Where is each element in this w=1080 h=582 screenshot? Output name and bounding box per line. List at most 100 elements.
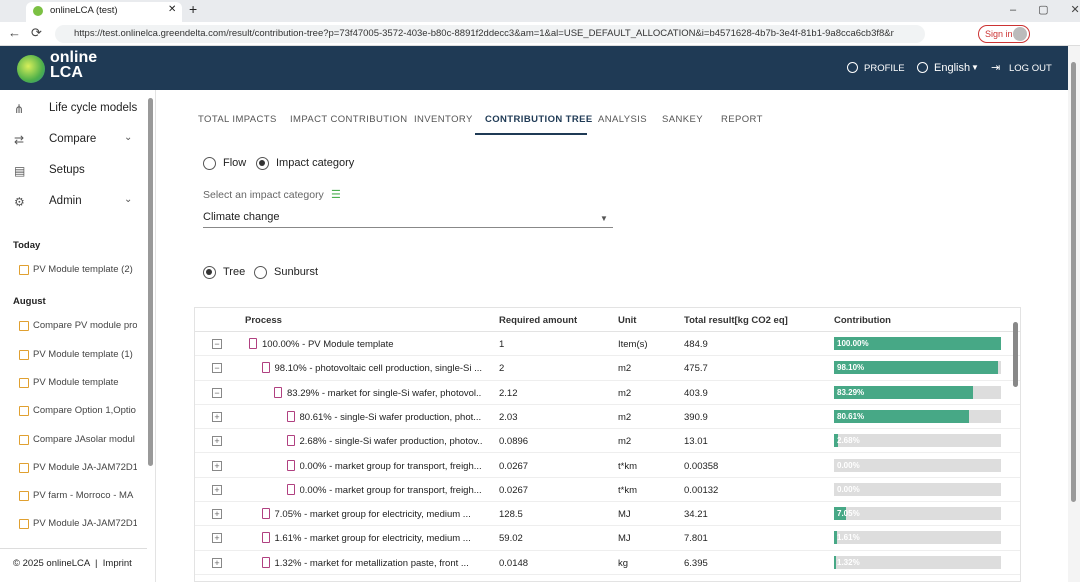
nav-icon: ▤: [14, 164, 26, 178]
nav-item[interactable]: Compare: [49, 133, 97, 145]
expand-toggle[interactable]: +: [212, 557, 222, 568]
nav-buttons[interactable]: ←⟳: [8, 25, 52, 40]
expand-toggle[interactable]: +: [212, 436, 222, 447]
logout[interactable]: LOG OUT: [1009, 63, 1052, 74]
sign-in-button[interactable]: [978, 25, 1030, 43]
tab[interactable]: ANALYSIS: [598, 114, 647, 125]
expand-toggle[interactable]: −: [212, 339, 222, 349]
process-icon: [286, 483, 295, 495]
model-item[interactable]: Compare Option 1,Optio: [33, 405, 136, 417]
process[interactable]: 2.68% - single-Si wafer production, phot…: [299, 436, 483, 448]
column-header[interactable]: Process: [245, 315, 282, 326]
column-header[interactable]: Total result[kg CO2 eq]: [684, 315, 788, 326]
model-item[interactable]: PV Module template (2): [33, 264, 133, 275]
required-amount: 0.0896: [499, 436, 529, 448]
sidebar-scroll-thumb[interactable]: [148, 98, 153, 466]
required-amount: 1: [499, 339, 505, 350]
imprint-link[interactable]: Imprint: [102, 558, 132, 569]
process[interactable]: 0.00% - market group for transport, frei…: [299, 484, 482, 496]
model-item[interactable]: PV farm - Morroco - MA: [33, 490, 134, 502]
model-item[interactable]: Compare JAsolar modul: [33, 433, 135, 445]
profile[interactable]: PROFILE: [864, 63, 905, 74]
nav-item[interactable]: Admin: [49, 195, 82, 207]
browser-tab[interactable]: [26, 2, 182, 22]
process[interactable]: 83.29% - market for single-Si wafer, pho…: [287, 387, 482, 399]
table-header: Process Required amount Unit Total result[k…: [195, 308, 1020, 332]
contribution-bar: [834, 361, 998, 375]
model-item[interactable]: PV Module JA-JAM72D1: [33, 518, 137, 530]
list-icon[interactable]: ☰: [331, 189, 341, 201]
model-item[interactable]: PV Module template: [33, 376, 119, 388]
expand-toggle[interactable]: +: [212, 411, 222, 422]
footer: © 2025 onlineLCA | Imprint: [13, 558, 132, 569]
table-row: − 98.10% - photovoltaic cell production, …: [195, 356, 1020, 381]
unit: MJ: [618, 509, 631, 521]
radio-sunburst[interactable]: [254, 266, 267, 279]
tab-underline: [475, 133, 587, 135]
column-header[interactable]: Contribution: [834, 315, 891, 326]
nav-item[interactable]: Life cycle models: [49, 102, 138, 114]
expand-toggle[interactable]: +: [212, 484, 222, 495]
process[interactable]: 7.05% - market group for electricity, me…: [274, 509, 471, 521]
tab[interactable]: SANKEY: [662, 114, 703, 125]
impact-dropdown[interactable]: [203, 210, 613, 228]
process[interactable]: 80.61% - single-Si wafer production, pho…: [299, 411, 482, 423]
contribution-label: 7.05%: [837, 509, 860, 519]
expand-toggle[interactable]: +: [212, 509, 222, 520]
process[interactable]: 1.32% - market for metallization paste, …: [274, 557, 469, 569]
unit: m2: [618, 436, 632, 448]
model-item[interactable]: PV Module JA-JAM72D1: [33, 461, 137, 473]
model-icon: [19, 321, 29, 332]
expand-toggle[interactable]: −: [212, 363, 222, 374]
contribution-bar: [834, 507, 846, 521]
process[interactable]: 100.00% - PV Module template: [262, 339, 394, 350]
expand-toggle[interactable]: +: [212, 533, 222, 544]
process-icon: [286, 410, 295, 422]
process-icon: [286, 435, 295, 447]
group-title: August: [13, 296, 46, 308]
model-item[interactable]: PV Module template (1): [33, 348, 133, 360]
address-bar[interactable]: [55, 25, 925, 43]
process[interactable]: 0.00% - market group for transport, frei…: [299, 460, 482, 472]
radio-tree[interactable]: [203, 266, 216, 279]
tab[interactable]: IMPACT CONTRIBUTION: [290, 114, 408, 125]
model-item[interactable]: Compare PV module pro: [33, 320, 137, 332]
table-row: − 100.00% - PV Module template 1 Item(s) 484…: [195, 332, 1020, 357]
tab-close[interactable]: ✕: [168, 4, 177, 15]
process[interactable]: 1.61% - market group for electricity, me…: [274, 533, 471, 545]
nav-caret[interactable]: ⌄: [124, 194, 133, 205]
radio-flow[interactable]: [203, 157, 216, 170]
new-tab[interactable]: +: [189, 1, 198, 17]
expand-toggle[interactable]: −: [212, 387, 222, 398]
nav-item[interactable]: Setups: [49, 164, 85, 176]
tab[interactable]: REPORT: [721, 114, 763, 125]
tab-title: onlineLCA (test): [50, 5, 118, 16]
tab[interactable]: CONTRIBUTION TREE: [485, 114, 593, 125]
language[interactable]: English: [934, 62, 971, 74]
radio-label: Tree: [223, 266, 246, 278]
contribution-label: 0.00%: [837, 460, 860, 470]
process[interactable]: 98.10% - photovoltaic cell production, s…: [274, 363, 483, 375]
group-title: Today: [13, 240, 41, 251]
table-row: +2.68% - single-Si wafer production, pho…: [195, 429, 1020, 454]
required-amount: 0.0267: [499, 460, 529, 472]
window-controls[interactable]: –▢✕: [1010, 4, 1080, 16]
tab[interactable]: INVENTORY: [414, 114, 473, 125]
nav-caret[interactable]: ⌄: [124, 132, 133, 143]
radio-impact[interactable]: [256, 157, 269, 170]
tab[interactable]: TOTAL IMPACTS: [198, 114, 277, 125]
process-icon: [261, 508, 270, 520]
total-result: 390.9: [684, 411, 708, 423]
unit: t*km: [618, 460, 637, 472]
contribution-table: Process Required amount Unit Total result[k…: [194, 307, 1021, 582]
table-row: − 83.29% - market for single-Si wafer, ph…: [195, 381, 1020, 405]
table-scroll-thumb[interactable]: [1013, 322, 1018, 387]
expand-toggle[interactable]: +: [212, 460, 222, 471]
column-header[interactable]: Required amount: [499, 315, 578, 326]
required-amount: 128.5: [499, 509, 523, 521]
table-row: +0.00% - market group for transport, fre…: [195, 478, 1020, 503]
page-scroll-thumb[interactable]: [1071, 62, 1076, 502]
avatar: [1013, 27, 1027, 41]
radio-label: Flow: [223, 157, 247, 169]
column-header[interactable]: Unit: [618, 315, 637, 326]
